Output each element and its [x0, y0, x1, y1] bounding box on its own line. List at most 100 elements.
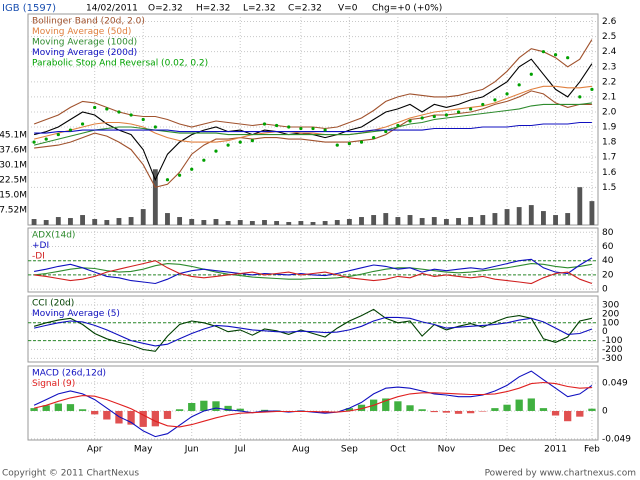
legend-entry: Moving Average (200d) [32, 48, 137, 58]
volume-bar [201, 220, 207, 225]
sar-dot [238, 140, 242, 144]
x-tick-label: Sep [341, 445, 358, 455]
histogram-bar [430, 410, 438, 413]
volume-bar [492, 213, 498, 225]
copyright: Copyright © 2011 ChartNexus [2, 469, 139, 479]
sar-dot [190, 167, 194, 171]
legend-entry: Bollinger Band (20d, 2.0) [32, 17, 145, 27]
legend-entry: Moving Average (50d) [32, 27, 131, 37]
volume-bar [468, 217, 474, 225]
volume-bar [189, 219, 195, 225]
volume-bar [528, 205, 534, 225]
series-line [34, 121, 592, 134]
histogram-bar [151, 410, 159, 427]
volume-bar [92, 219, 98, 225]
volume-bar [589, 201, 595, 225]
sar-dot [165, 178, 170, 182]
histogram-bar [175, 409, 184, 411]
volume-bar [516, 207, 522, 225]
y-tick-label: 0.049 [602, 379, 628, 389]
sar-dot [481, 102, 485, 107]
panel-frame [27, 227, 599, 293]
volume-bar [31, 219, 37, 225]
volume-bar [577, 187, 583, 225]
y-tick-label: 20 [602, 270, 614, 280]
volume-bar [419, 218, 425, 225]
histogram-bar [454, 410, 463, 414]
sar-dot [396, 123, 400, 128]
legend-entry: MACD (26d,12d) [32, 369, 106, 379]
histogram-bar [30, 408, 38, 411]
sar-dot [359, 140, 364, 144]
series-line [34, 263, 592, 280]
high: H=2.32 [196, 4, 230, 14]
histogram-bar [212, 401, 220, 411]
x-tick-label: Apr [87, 445, 103, 455]
series-line [33, 381, 592, 428]
powered-by: Powered by www.chartnexus.com [485, 469, 636, 479]
volume-bar [298, 221, 304, 225]
y-tick-label: 0 [602, 406, 608, 416]
histogram-bar [479, 410, 487, 412]
sar-dot [153, 125, 157, 129]
sar-dot [56, 132, 60, 137]
histogram-bar [551, 410, 560, 416]
sar-dot [311, 126, 315, 131]
histogram-bar [382, 398, 390, 411]
sar-dot [141, 117, 145, 122]
panel-frame [27, 13, 599, 226]
histogram-bar [564, 410, 572, 422]
histogram-bar [588, 408, 596, 411]
y-tick-label: -100 [602, 336, 623, 346]
x-tick-label: Nov [438, 445, 456, 455]
sar-dot [335, 143, 339, 147]
y-tick-label: 60 [602, 242, 614, 252]
series-line [34, 260, 593, 285]
sar-dot [250, 139, 254, 143]
y-tick-label: 2.5 [602, 32, 616, 42]
y-tick-label: 0 [602, 285, 608, 295]
sar-dot [262, 122, 267, 126]
histogram-bar [357, 404, 366, 411]
volume-tick-label: 22.5M [0, 176, 27, 186]
y-tick-label: 1.9 [602, 123, 617, 133]
x-tick-label: Dec [498, 445, 515, 455]
legend-entry: CCI (20d) [32, 299, 74, 309]
volume-bar [43, 220, 49, 225]
histogram-bar [539, 408, 548, 411]
y-tick-label: 1.6 [602, 168, 617, 178]
histogram-bar [503, 404, 511, 411]
histogram-bar [103, 410, 111, 420]
histogram-bar [418, 409, 426, 411]
x-tick-label: 2011 [544, 445, 567, 455]
legend-entry: Parabolic Stop And Reversal (0.02, 0.2) [32, 59, 208, 69]
volume-tick-label: 30.1M [0, 161, 27, 171]
histogram-bar [78, 409, 87, 411]
volume-bar [128, 217, 134, 225]
volume-bar [262, 220, 267, 225]
y-tick-label: 1.5 [602, 183, 616, 193]
panel-frame [27, 295, 599, 363]
histogram-bar [394, 401, 402, 411]
volume-bar [225, 221, 231, 225]
volume-bar [553, 215, 558, 225]
volume-bar [395, 217, 401, 225]
y-tick-label: 2.6 [602, 17, 617, 27]
x-tick-label: Feb [584, 445, 600, 455]
x-tick-label: Jul [234, 445, 246, 455]
histogram-bar [224, 405, 232, 411]
sar-dot [408, 119, 412, 123]
histogram-bar [491, 408, 499, 411]
series-line [33, 102, 592, 146]
volume-bar [165, 213, 170, 225]
histogram-bar [127, 410, 135, 425]
volume-bar [55, 217, 61, 225]
y-tick-label: 0 [602, 327, 608, 337]
close: C=2.32 [288, 4, 322, 14]
sar-dot [590, 87, 594, 91]
sar-dot [226, 143, 230, 147]
symbol: IGB (1597) [2, 3, 56, 14]
x-tick-label: Jun [184, 445, 199, 455]
sar-dot [323, 128, 327, 132]
volume-bar [274, 221, 280, 225]
